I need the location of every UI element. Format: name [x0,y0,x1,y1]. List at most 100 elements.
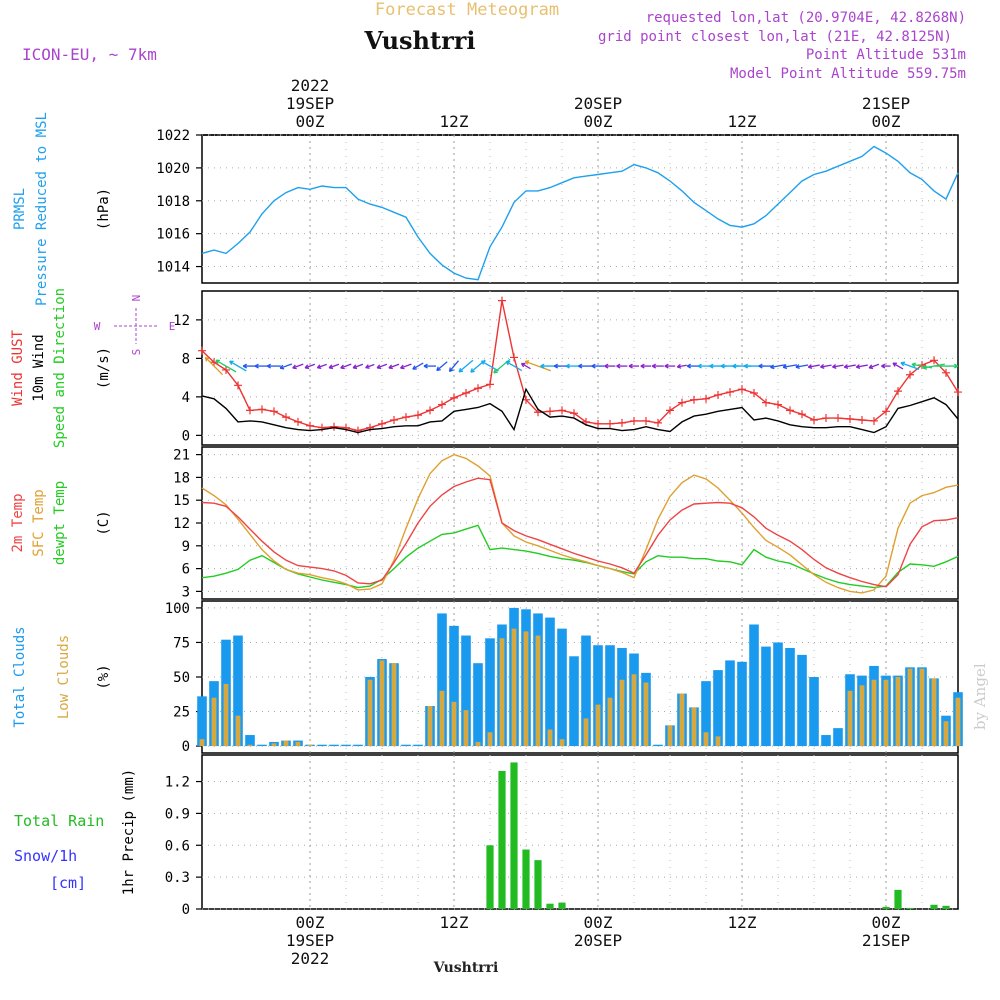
wind-arrow-head [953,363,959,369]
low-cloud-bar [223,683,229,747]
gust-marker [882,407,890,416]
gust-marker [870,416,878,425]
compass-w: W [94,320,101,333]
gust-marker [690,395,698,404]
wind-arrow-head [651,363,657,369]
wind-arrow-head [204,356,210,362]
total-cloud-bar [737,661,747,747]
wind-direction-arrow [923,363,945,369]
y-tick-label: 4 [182,390,190,406]
low-cloud-bar [667,725,673,747]
gust-marker [654,418,662,427]
total-cloud-bar [437,613,447,747]
gust-marker [702,394,710,403]
wind-arrow-head [376,364,382,370]
wind-arrow-head [892,362,897,367]
total-cloud-bar [317,744,327,747]
total-cloud-bar [725,660,735,747]
gust-marker [678,398,686,407]
dewpoint-line [201,524,959,589]
wind-arrow-head [628,363,633,369]
wind-arrow-head [304,364,310,370]
wind-unit: (m/s) [96,347,112,389]
wind-arrow-head [640,363,645,369]
y-tick-label: 1016 [156,227,190,243]
wind-direction-arrow [892,362,904,370]
wind-arrow-head [448,367,454,373]
precip-label-snow: Snow/1h [14,847,77,865]
gust-marker [942,368,950,377]
gust-marker [894,387,902,396]
rain-bar [510,762,518,909]
total-cloud-bar [449,625,459,747]
wind-direction-arrow [229,360,247,372]
temperature-unit: (C) [96,510,112,535]
total-cloud-bar [581,635,591,747]
wind-direction-arrow [340,363,352,369]
total-cloud-bar [773,642,783,747]
wind-direction-arrow [677,364,687,368]
wind-arrow-head [732,363,737,369]
y-tick-label: 1.2 [165,775,190,791]
wind-arrow-head [743,363,749,369]
low-cloud-bar [199,739,205,747]
precip-label-cm: [cm] [50,874,86,892]
gust-marker [270,407,278,416]
wind-arrow-head [215,359,220,365]
wind-direction-arrow [844,364,856,368]
total-cloud-bar [461,635,471,747]
credit-watermark: by Angel [971,663,989,730]
total-cloud-bar [545,617,555,747]
total-cloud-bar [749,624,759,747]
wind-arrow-head [423,363,428,369]
y-tick-label: 75 [173,635,190,651]
wind-arrow-head [578,363,583,369]
y-tick-label: 3 [182,584,190,600]
low-cloud-bar [943,721,949,747]
grid-point-coords: grid point closest lon,lat (21E, 42.8125… [598,29,952,45]
low-cloud-bar [391,663,397,747]
low-cloud-bar [847,690,853,747]
low-cloud-bar [547,729,553,747]
temperature-label: SFC Temp [31,489,47,556]
time-label-bottom: 00Z [872,913,901,932]
gust-marker [234,381,242,390]
rain-bar [558,902,566,909]
gust-marker [666,406,674,415]
time-label-bottom: 00Z [584,913,613,932]
wind-arrow-head [493,368,498,374]
y-tick-label: 12 [173,516,190,532]
gust-marker [618,418,626,427]
wind-arrow-head [242,363,248,369]
total-cloud-bar [341,744,351,747]
wind-arrow-head [292,364,297,370]
wind-arrow-head [709,363,714,369]
low-cloud-bar [931,678,937,747]
rain-bar [906,907,914,909]
total-cloud-bar [233,635,243,747]
low-cloud-bar [235,715,241,747]
wind-arrow-head [520,362,526,368]
low-cloud-bar [703,732,709,747]
gust-marker [294,417,302,426]
total-cloud-bar [605,645,615,747]
temperature-label: 2m Temp [10,493,26,552]
total-cloud-bar [329,744,339,747]
gust-marker [510,353,518,362]
gust-marker [462,389,470,398]
wind-direction-arrow [868,363,880,369]
clouds-label: Total Clouds [12,626,28,727]
low-cloud-bar [487,732,493,747]
total-cloud-bar [353,744,363,747]
gust-marker [306,421,314,430]
gust-marker [930,356,938,365]
y-tick-label: 12 [173,313,190,329]
wind-direction-arrow [782,364,798,368]
time-label-top: 21SEP [862,94,910,113]
wind-arrow-head [676,363,682,369]
wind-arrow-head [697,363,702,369]
wind-direction-arrow [376,363,388,369]
low-cloud-bar [907,668,913,747]
rain-bar [546,903,554,909]
low-cloud-bar [535,635,541,747]
